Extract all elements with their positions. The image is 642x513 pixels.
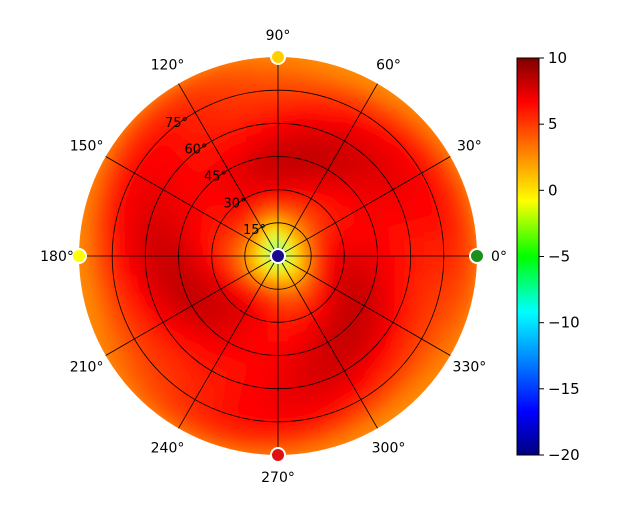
colorbar-tick-label: −5 [548,248,570,266]
theta-tick-label: 120° [151,58,185,74]
theta-tick-label: 270° [261,470,295,486]
angular-gridline [178,83,279,257]
angular-gridline [277,156,451,257]
colorbar-tick-label: 0 [548,181,558,199]
theta-tick-label: 300° [372,440,406,456]
theta-tick-label: 0° [491,249,507,265]
theta-tick-label: 30° [457,139,482,155]
radial-tick-label: 75° [165,116,188,131]
angular-gridline [105,156,279,257]
edge-markers [71,49,485,463]
radial-tick-label: 60° [184,143,207,158]
colorbar-gradient [516,57,540,456]
colorbar-tick-label: −15 [548,380,580,398]
data-marker [270,447,286,463]
colorbar-tick-label: 5 [548,115,558,133]
angular-gridline [105,255,279,356]
data-marker [270,248,286,264]
radial-tick-label: 45° [204,170,227,185]
heatmap-surface [79,57,477,455]
polar-grid [79,57,477,455]
radial-tick-label: 15° [243,223,266,238]
colorbar-ticks: 10 5 0 −5 −10 −15 −20 [539,49,580,464]
angular-gridline [277,255,451,356]
radial-tick-label: 30° [223,196,246,211]
colorbar-tick-label: −10 [548,314,580,332]
theta-tick-label: 210° [70,360,104,376]
colorbar-tick-label: −20 [548,446,580,464]
angular-gridline [277,83,378,257]
theta-tick-label: 90° [266,28,291,44]
angular-gridline [178,255,279,429]
data-marker [469,248,485,264]
theta-tick-label: 240° [151,440,185,456]
colorbar-tick-label: 10 [548,49,567,67]
theta-tick-label: 150° [70,139,104,155]
theta-tick-label: 60° [376,58,401,74]
theta-tick-label: 330° [453,360,487,376]
theta-tick-labels: 0° 30° 60° 90° 120° 150° 180° 210° 240° 270° 300° 3… [40,28,507,486]
data-marker [71,248,87,264]
theta-tick-label: 180° [40,249,74,265]
angular-gridline [277,255,378,429]
colorbar: 10 5 0 −5 −10 −15 −20 [516,49,580,464]
radial-tick-labels: 15° 30° 45° 60° 75° [165,116,266,238]
data-marker [270,49,286,65]
